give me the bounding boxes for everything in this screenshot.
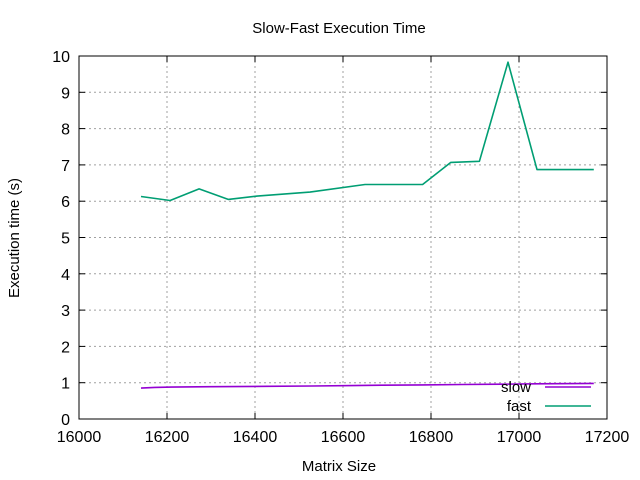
y-tick-label: 4 [61,267,70,284]
y-tick-label: 3 [61,303,70,320]
x-tick-label: 16600 [321,429,366,446]
y-tick-label: 9 [61,85,70,102]
x-tick-label: 17200 [585,429,630,446]
grid [79,56,607,419]
series-lines [140,61,594,389]
axis-ticks: 0 1 2 3 4 5 6 7 8 9 10 16000 16200 16400 16600 16800 170… [52,49,629,446]
y-tick-label: 7 [61,158,70,175]
series-line-slow [140,382,594,389]
legend-label-fast: fast [507,398,532,415]
y-tick-label: 8 [61,122,70,139]
y-tick-label: 1 [61,376,70,393]
y-tick-label: 5 [61,231,70,248]
legend: slow fast [501,379,591,415]
x-axis-label: Matrix Size [302,458,376,475]
chart-title: Slow-Fast Execution Time [252,20,425,37]
y-axis-label: Execution time (s) [6,178,23,298]
x-tick-label: 16200 [145,429,190,446]
y-tick-label: 6 [61,194,70,211]
y-tick-label: 2 [61,339,70,356]
x-tick-label: 17000 [497,429,542,446]
x-tick-label: 16000 [57,429,102,446]
y-tick-label: 0 [61,412,70,429]
series-line-fast [140,61,594,202]
y-tick-label: 10 [52,49,70,66]
legend-label-slow: slow [501,379,531,396]
x-tick-label: 16400 [233,429,278,446]
x-tick-label: 16800 [409,429,454,446]
